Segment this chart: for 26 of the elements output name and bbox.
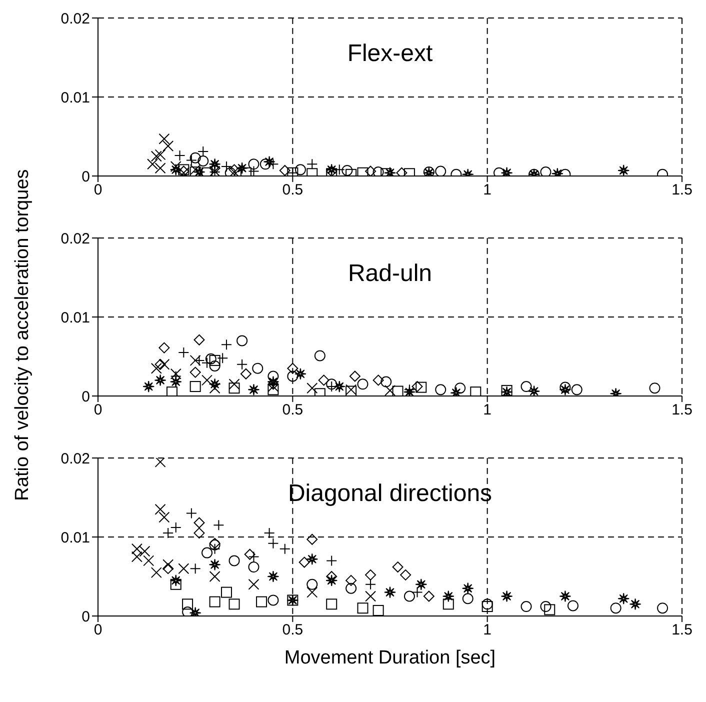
text: Diagonal directions	[286, 480, 494, 508]
x-axis-title: Movement Duration [sec]	[284, 647, 496, 668]
y-tick-label: 0.01	[60, 529, 90, 546]
y-tick-label: 0.01	[60, 89, 90, 106]
y-tick-label: 0	[82, 608, 90, 626]
x-tick-label: 0.5	[282, 402, 304, 419]
x-tick-label: 1.5	[672, 182, 692, 199]
x-tick-label: 0	[94, 182, 102, 199]
y-tick-label: 0	[82, 388, 90, 406]
x-tick-label: 1	[483, 622, 492, 639]
x-tick-label: 0	[94, 622, 102, 639]
x-tick-label: 0.5	[282, 182, 304, 199]
y-tick-label: 0.02	[60, 450, 90, 468]
x-tick-label: 1	[483, 182, 492, 199]
text: Flex-ext	[346, 40, 434, 68]
x-tick-label: 1.5	[672, 402, 692, 419]
y-tick-label: 0.01	[60, 309, 90, 326]
x-tick-label: 1	[483, 402, 492, 419]
y-tick-label: 0	[82, 168, 90, 186]
x-tick-label: 0.5	[282, 622, 304, 639]
text: Rad-uln	[346, 260, 434, 288]
y-tick-label: 0.02	[60, 230, 90, 248]
x-tick-label: 1.5	[672, 622, 692, 639]
y-axis-title: Ratio of velocity to acceleration torques	[12, 169, 33, 501]
y-tick-label: 0.02	[60, 10, 90, 28]
x-tick-label: 0	[94, 402, 102, 419]
